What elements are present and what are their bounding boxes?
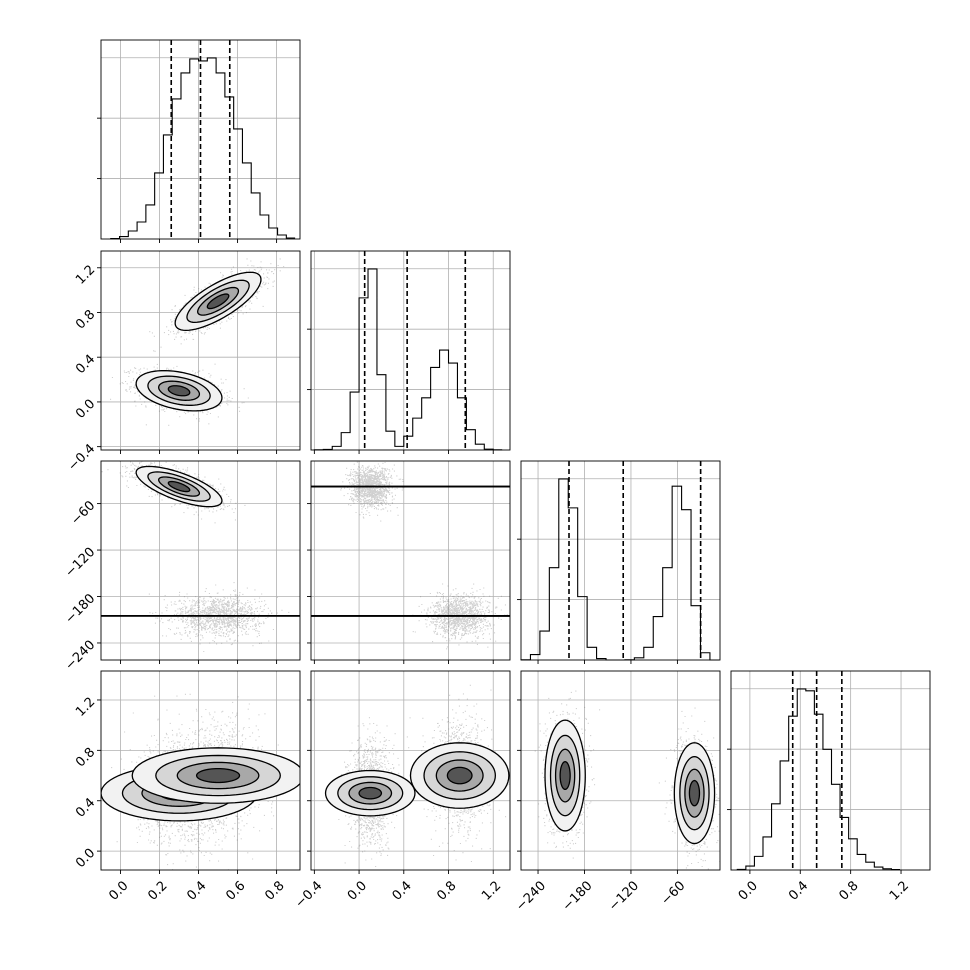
y-tick-label: −120 bbox=[62, 545, 98, 581]
x-tick-label: 0.4 bbox=[184, 878, 209, 903]
density-contour bbox=[544, 719, 586, 832]
panel-frame-3-0 bbox=[100, 670, 301, 871]
density-contour bbox=[446, 766, 473, 785]
density-fill bbox=[168, 481, 190, 492]
density-contour bbox=[135, 465, 223, 508]
density-fill bbox=[447, 767, 472, 784]
y-tick-label: 0.4 bbox=[73, 352, 98, 377]
density-contour bbox=[176, 761, 260, 790]
density-fill bbox=[560, 761, 571, 790]
density-contour bbox=[554, 748, 576, 803]
x-tick-label: 0.2 bbox=[145, 878, 170, 903]
density-contour bbox=[337, 776, 404, 811]
density-contour bbox=[435, 759, 484, 792]
y-tick-label: 0.8 bbox=[73, 307, 98, 332]
histogram-2 bbox=[520, 478, 720, 661]
y-tick-label: 0.8 bbox=[73, 745, 98, 770]
density-fill bbox=[207, 294, 229, 309]
density-contour bbox=[158, 380, 201, 401]
x-tick-label: −120 bbox=[606, 878, 642, 914]
panel-frame-3-2 bbox=[520, 670, 721, 871]
density-contour bbox=[679, 755, 710, 831]
density-contour bbox=[206, 293, 230, 310]
scatter-panel-3-0 bbox=[101, 693, 300, 870]
density-contour bbox=[197, 286, 240, 316]
scatter-points bbox=[340, 461, 508, 650]
x-tick-label: 0.0 bbox=[106, 878, 131, 903]
y-tick-label: −0.4 bbox=[65, 441, 98, 474]
panel-frame-2-1 bbox=[310, 460, 511, 661]
scatter-panel-2-0 bbox=[101, 461, 300, 653]
density-contour bbox=[155, 754, 281, 797]
x-tick-label: 0.8 bbox=[434, 878, 459, 903]
panel-frame-1-1 bbox=[310, 250, 511, 451]
density-contour bbox=[409, 742, 510, 809]
density-contour bbox=[186, 279, 250, 324]
scatter-panel-3-1 bbox=[324, 684, 510, 870]
panel-frame-0-0 bbox=[100, 39, 301, 240]
density-contour bbox=[324, 769, 416, 817]
panel-frame-2-0 bbox=[100, 460, 301, 661]
grid-1-0 bbox=[101, 251, 300, 450]
density-contour bbox=[684, 768, 705, 818]
density-contour bbox=[559, 761, 571, 791]
density-contour bbox=[348, 781, 393, 805]
density-fill bbox=[689, 780, 700, 806]
panel-frame-3-1 bbox=[310, 670, 511, 871]
density-contour bbox=[167, 385, 191, 397]
panel-frame-2-2 bbox=[520, 460, 721, 661]
density-contour bbox=[174, 271, 262, 332]
x-tick-label: −180 bbox=[560, 878, 596, 914]
y-tick-label: 0.0 bbox=[73, 846, 98, 871]
density-fill bbox=[196, 768, 240, 783]
scatter-panel-2-1 bbox=[311, 461, 510, 650]
y-tick-label: −180 bbox=[62, 591, 98, 627]
y-tick-label: −60 bbox=[68, 498, 98, 528]
density-fill bbox=[359, 787, 382, 799]
density-contour bbox=[423, 751, 497, 800]
density-contour bbox=[167, 480, 191, 493]
y-tick-label: 0.4 bbox=[73, 795, 98, 820]
grid-2-1 bbox=[311, 461, 510, 660]
density-contour bbox=[147, 471, 211, 502]
density-contour bbox=[673, 742, 716, 845]
x-tick-label: 0.4 bbox=[786, 878, 811, 903]
histogram-3 bbox=[736, 688, 901, 871]
density-contour bbox=[131, 747, 300, 804]
x-tick-label: −0.4 bbox=[292, 878, 325, 911]
y-tick-label: 1.2 bbox=[73, 262, 98, 287]
density-contour bbox=[549, 734, 581, 817]
x-tick-label: 0.8 bbox=[262, 878, 287, 903]
x-tick-label: 0.8 bbox=[836, 878, 861, 903]
scatter-panel-1-0 bbox=[110, 258, 285, 426]
x-tick-label: 0.4 bbox=[390, 878, 415, 903]
density-contour bbox=[688, 779, 701, 807]
density-contour bbox=[147, 375, 211, 406]
x-tick-label: −60 bbox=[658, 878, 688, 908]
x-tick-label: 0.0 bbox=[736, 878, 761, 903]
x-tick-label: 1.2 bbox=[479, 878, 504, 903]
grid-3-3 bbox=[749, 671, 902, 870]
density-contour bbox=[157, 476, 201, 497]
density-contour bbox=[135, 369, 223, 412]
x-tick-label: 0.0 bbox=[345, 878, 370, 903]
panel-frame-3-3 bbox=[730, 670, 931, 871]
x-tick-label: 1.2 bbox=[887, 878, 912, 903]
x-tick-label: −240 bbox=[513, 878, 549, 914]
grid-3-2 bbox=[521, 671, 720, 870]
y-tick-label: 1.2 bbox=[73, 695, 98, 720]
density-contour bbox=[195, 767, 241, 784]
histogram-0 bbox=[110, 57, 296, 240]
scatter-panel-3-2 bbox=[534, 690, 720, 870]
density-contour bbox=[358, 786, 383, 800]
panel-frame-1-0 bbox=[100, 250, 301, 451]
x-tick-label: 0.6 bbox=[223, 878, 248, 903]
grid-0-0 bbox=[120, 40, 277, 239]
histogram-1 bbox=[313, 268, 503, 451]
y-tick-label: 0.0 bbox=[73, 397, 98, 422]
grid-2-2 bbox=[537, 461, 678, 660]
y-tick-label: −240 bbox=[62, 638, 98, 674]
